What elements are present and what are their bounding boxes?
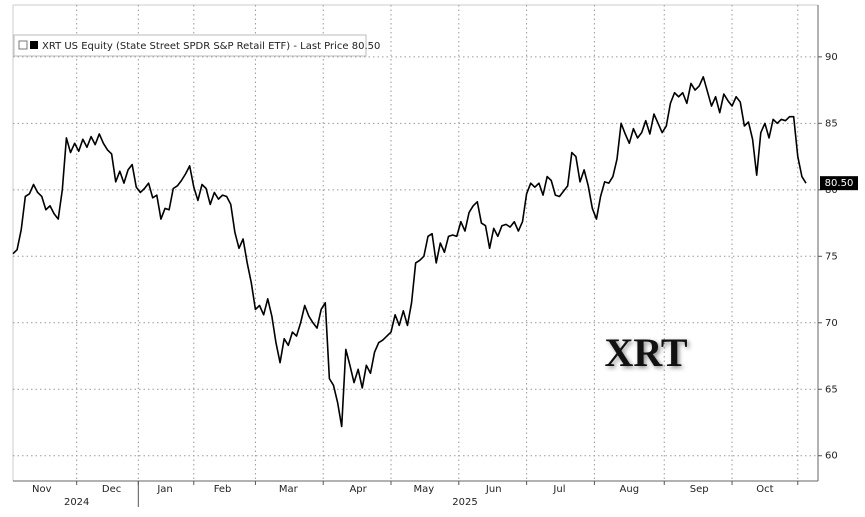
x-tick-label: Oct [756, 484, 773, 495]
x-tick-label: Sep [690, 484, 709, 495]
x-tick-label: Jun [485, 484, 502, 495]
last-price-label: 80.50 [825, 178, 854, 189]
y-tick-label: 90 [825, 52, 838, 63]
x-tick-label: Mar [279, 484, 299, 495]
y-tick-label: 75 [825, 251, 838, 262]
legend-swatch [30, 41, 38, 49]
x-tick-label: Dec [102, 484, 121, 495]
y-tick-label: 70 [825, 318, 838, 329]
y-tick-label: 85 [825, 118, 838, 129]
legend-checkbox [18, 40, 28, 50]
y-tick-label: 65 [825, 384, 838, 395]
y-tick-label: 60 [825, 451, 838, 462]
year-label: 2024 [64, 497, 89, 508]
x-tick-label: Jan [156, 484, 172, 495]
price-line [12, 76, 807, 428]
legend-box [13, 34, 367, 57]
x-tick-label: Aug [620, 484, 640, 495]
grid [12, 4, 818, 481]
legend: XRT US Equity (State Street SPDR S&P Ret… [13, 34, 380, 57]
last-price-tag [820, 176, 858, 191]
year-label: 2025 [452, 497, 477, 508]
x-tick-label: Jul [552, 484, 565, 495]
x-tick-label: Nov [32, 484, 52, 495]
annotation: XRT [604, 330, 687, 375]
legend-label: XRT US Equity (State Street SPDR S&P Ret… [42, 41, 380, 52]
y-tick-label: 80 [825, 185, 838, 196]
x-tick-label: Feb [214, 484, 232, 495]
x-tick-label: Apr [349, 484, 367, 495]
x-tick-label: May [414, 484, 435, 495]
